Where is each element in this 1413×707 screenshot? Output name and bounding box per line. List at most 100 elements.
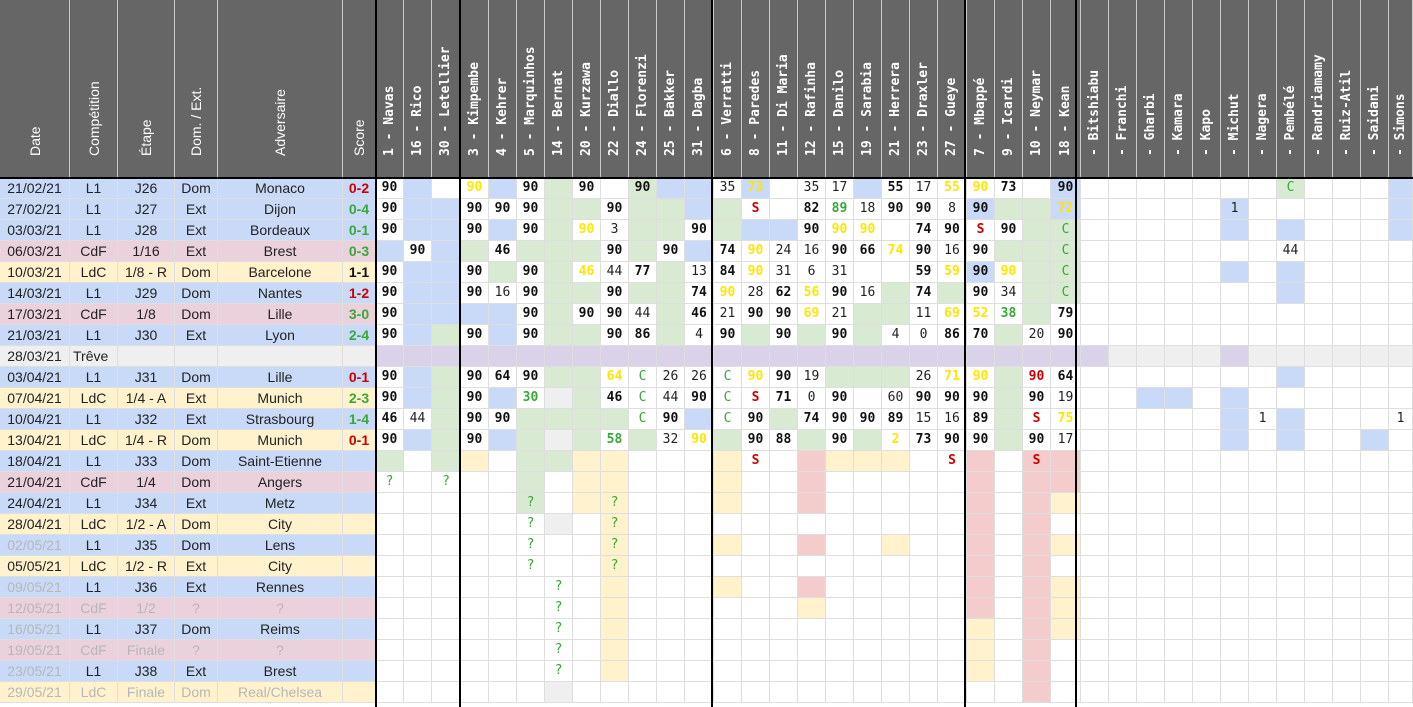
- stat-cell[interactable]: 90: [489, 409, 517, 430]
- stat-cell[interactable]: [1165, 682, 1193, 703]
- stat-cell[interactable]: [1137, 661, 1165, 682]
- stat-cell[interactable]: [1165, 178, 1193, 199]
- header-player[interactable]: 23 - Draxler: [910, 0, 938, 178]
- stat-cell[interactable]: [967, 682, 995, 703]
- match-comp[interactable]: L1: [70, 283, 118, 304]
- stat-cell[interactable]: [1165, 661, 1193, 682]
- stat-cell[interactable]: [1109, 346, 1137, 367]
- stat-cell[interactable]: [938, 682, 967, 703]
- stat-cell[interactable]: [545, 493, 573, 514]
- stat-cell[interactable]: [742, 472, 770, 493]
- stat-cell[interactable]: [1137, 241, 1165, 262]
- stat-cell[interactable]: [1249, 241, 1277, 262]
- match-comp[interactable]: L1: [70, 367, 118, 388]
- match-comp[interactable]: LdC: [70, 556, 118, 577]
- stat-cell[interactable]: [404, 661, 432, 682]
- stat-cell[interactable]: [1333, 619, 1361, 640]
- stat-cell[interactable]: [826, 640, 854, 661]
- stat-cell[interactable]: [685, 619, 714, 640]
- stat-cell[interactable]: [1389, 451, 1413, 472]
- stat-cell[interactable]: [1137, 598, 1165, 619]
- stat-cell[interactable]: [1081, 304, 1109, 325]
- stat-cell[interactable]: ?: [545, 577, 573, 598]
- stat-cell[interactable]: [798, 514, 826, 535]
- stat-cell[interactable]: [376, 640, 404, 661]
- stat-cell[interactable]: [1023, 619, 1051, 640]
- stat-cell[interactable]: [404, 472, 432, 493]
- stat-cell[interactable]: [1305, 199, 1333, 220]
- header-player[interactable]: - Kapo: [1193, 0, 1221, 178]
- match-comp[interactable]: CdF: [70, 241, 118, 262]
- stat-cell[interactable]: [517, 682, 545, 703]
- match-score[interactable]: [343, 514, 376, 535]
- stat-cell[interactable]: [489, 598, 517, 619]
- stat-cell[interactable]: ?: [545, 598, 573, 619]
- stat-cell[interactable]: 16: [798, 241, 826, 262]
- stat-cell[interactable]: [714, 493, 742, 514]
- stat-cell[interactable]: 89: [826, 199, 854, 220]
- stat-cell[interactable]: 73: [910, 430, 938, 451]
- stat-cell[interactable]: [685, 346, 714, 367]
- stat-cell[interactable]: 79: [1051, 304, 1081, 325]
- stat-cell[interactable]: [1389, 640, 1413, 661]
- stat-cell[interactable]: [432, 388, 461, 409]
- stat-cell[interactable]: [995, 367, 1023, 388]
- stat-cell[interactable]: 90: [461, 178, 489, 199]
- stat-cell[interactable]: [1137, 346, 1165, 367]
- match-comp[interactable]: L1: [70, 409, 118, 430]
- stat-cell[interactable]: 90: [967, 283, 995, 304]
- stat-cell[interactable]: [545, 346, 573, 367]
- stat-cell[interactable]: [714, 640, 742, 661]
- stat-cell[interactable]: 90: [517, 199, 545, 220]
- stat-cell[interactable]: [573, 640, 601, 661]
- stat-cell[interactable]: 26: [657, 367, 685, 388]
- stat-cell[interactable]: 64: [1051, 367, 1081, 388]
- stat-cell[interactable]: ?: [601, 493, 629, 514]
- stat-cell[interactable]: [967, 619, 995, 640]
- stat-cell[interactable]: [404, 367, 432, 388]
- stat-cell[interactable]: 64: [489, 367, 517, 388]
- stat-cell[interactable]: [1277, 661, 1305, 682]
- stat-cell[interactable]: [573, 535, 601, 556]
- stat-cell[interactable]: [685, 577, 714, 598]
- stat-cell[interactable]: [1109, 598, 1137, 619]
- stat-cell[interactable]: [967, 493, 995, 514]
- stat-cell[interactable]: 56: [798, 283, 826, 304]
- stat-cell[interactable]: [1165, 577, 1193, 598]
- stat-cell[interactable]: [461, 556, 489, 577]
- stat-cell[interactable]: 44: [1277, 241, 1305, 262]
- stat-cell[interactable]: [657, 598, 685, 619]
- stat-cell[interactable]: [1051, 619, 1081, 640]
- header-player[interactable]: 9 - Icardi: [995, 0, 1023, 178]
- stat-cell[interactable]: 44: [629, 304, 657, 325]
- stat-cell[interactable]: [770, 451, 798, 472]
- match-date[interactable]: 19/05/21: [0, 640, 70, 661]
- match-opponent[interactable]: Munich: [218, 388, 343, 409]
- stat-cell[interactable]: [404, 199, 432, 220]
- stat-cell[interactable]: [967, 556, 995, 577]
- stat-cell[interactable]: [1109, 472, 1137, 493]
- stat-cell[interactable]: [742, 346, 770, 367]
- header-player[interactable]: 1 - Navas: [376, 0, 404, 178]
- stat-cell[interactable]: 26: [685, 367, 714, 388]
- match-score[interactable]: [343, 472, 376, 493]
- stat-cell[interactable]: [1333, 199, 1361, 220]
- stat-cell[interactable]: 71: [770, 388, 798, 409]
- stat-cell[interactable]: 90: [742, 367, 770, 388]
- stat-cell[interactable]: [1023, 682, 1051, 703]
- stat-cell[interactable]: [714, 535, 742, 556]
- match-stage[interactable]: J29: [118, 283, 175, 304]
- stat-cell[interactable]: 89: [882, 409, 910, 430]
- stat-cell[interactable]: [657, 661, 685, 682]
- stat-cell[interactable]: [1165, 640, 1193, 661]
- stat-cell[interactable]: [770, 472, 798, 493]
- stat-cell[interactable]: [826, 577, 854, 598]
- stat-cell[interactable]: 44: [404, 409, 432, 430]
- stat-cell[interactable]: [461, 661, 489, 682]
- stat-cell[interactable]: [1137, 430, 1165, 451]
- stat-cell[interactable]: [1249, 682, 1277, 703]
- stat-cell[interactable]: 90: [714, 283, 742, 304]
- stat-cell[interactable]: [1081, 367, 1109, 388]
- stat-cell[interactable]: [657, 514, 685, 535]
- header-player[interactable]: - Ruiz-Atil: [1333, 0, 1361, 178]
